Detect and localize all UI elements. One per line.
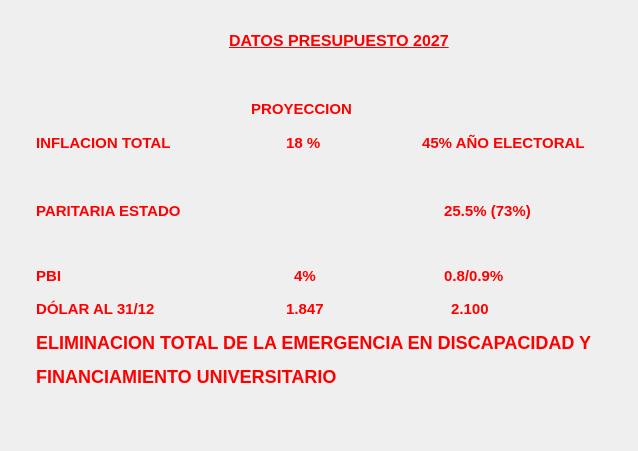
other-value: 45% AÑO ELECTORAL (422, 135, 585, 152)
other-value: 25.5% (73%) (444, 203, 531, 220)
row-label: DÓLAR AL 31/12 (36, 301, 155, 318)
other-value: 0.8/0.9% (444, 268, 504, 285)
footer-line: FINANCIAMIENTO UNIVERSITARIO (36, 367, 337, 387)
projection-value: 1.847 (286, 301, 324, 318)
row-label: INFLACION TOTAL (36, 135, 171, 152)
projection-value: 18 % (286, 135, 321, 152)
row-label: PBI (36, 268, 62, 285)
column-header: PROYECCION (251, 101, 352, 118)
title: DATOS PRESUPUESTO 2027 (229, 33, 449, 50)
row-label: PARITARIA ESTADO (36, 203, 181, 220)
projection-value: 4% (294, 268, 316, 285)
other-value: 2.100 (451, 301, 489, 318)
footer-line: ELIMINACION TOTAL DE LA EMERGENCIA EN DI… (36, 333, 592, 353)
